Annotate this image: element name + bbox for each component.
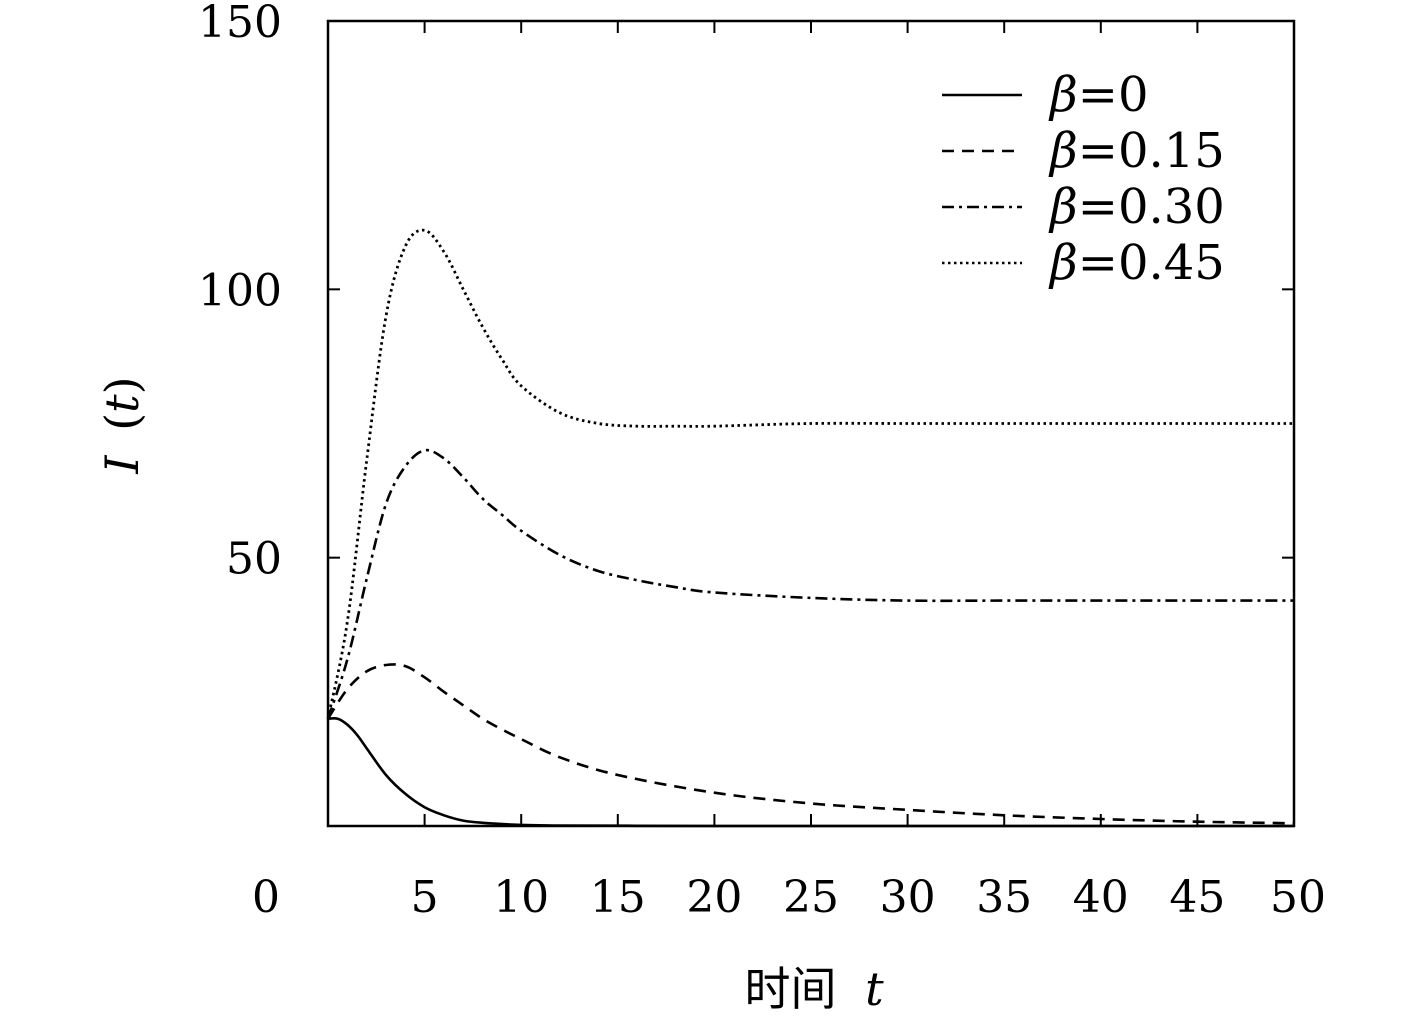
series-line-solid (327, 716, 1294, 828)
y-axis-title: I (t) (95, 376, 149, 474)
legend-label: β=0.15 (1048, 123, 1225, 179)
legend: β=0β=0.15β=0.30β=0.45 (942, 67, 1225, 291)
legend-label: β=0 (1048, 67, 1149, 123)
x-tick-label: 35 (976, 872, 1032, 923)
x-tick-label: 50 (1270, 872, 1326, 923)
legend-label: β=0.30 (1048, 179, 1225, 235)
x-tick-label: 15 (590, 872, 646, 923)
x-axis-title: 时间 t (744, 962, 884, 1016)
ticks: 0 5 10 15 20 25 30 35 40 45 50 50 100 150 (198, 0, 1326, 923)
x-tick-label: 40 (1073, 872, 1129, 923)
x-tick-label: 0 (252, 872, 280, 923)
series-layer (326, 228, 1295, 828)
y-tick-label: 50 (226, 534, 282, 585)
x-tick-label: 30 (880, 872, 936, 923)
legend-label: β=0.45 (1048, 235, 1225, 291)
x-tick-label: 20 (686, 872, 742, 923)
series-line-dashed (326, 663, 1295, 825)
y-tick-label: 100 (198, 265, 282, 316)
series-line-dotted (326, 228, 1294, 719)
y-axis-title-arg: (t) (95, 376, 149, 430)
y-tick-label: 150 (198, 0, 282, 48)
x-tick-label: 25 (783, 872, 839, 923)
series-line-dashdot (326, 448, 1294, 720)
x-tick-label: 10 (493, 872, 549, 923)
x-tick-label: 45 (1169, 872, 1225, 923)
x-tick-label: 5 (411, 872, 439, 923)
